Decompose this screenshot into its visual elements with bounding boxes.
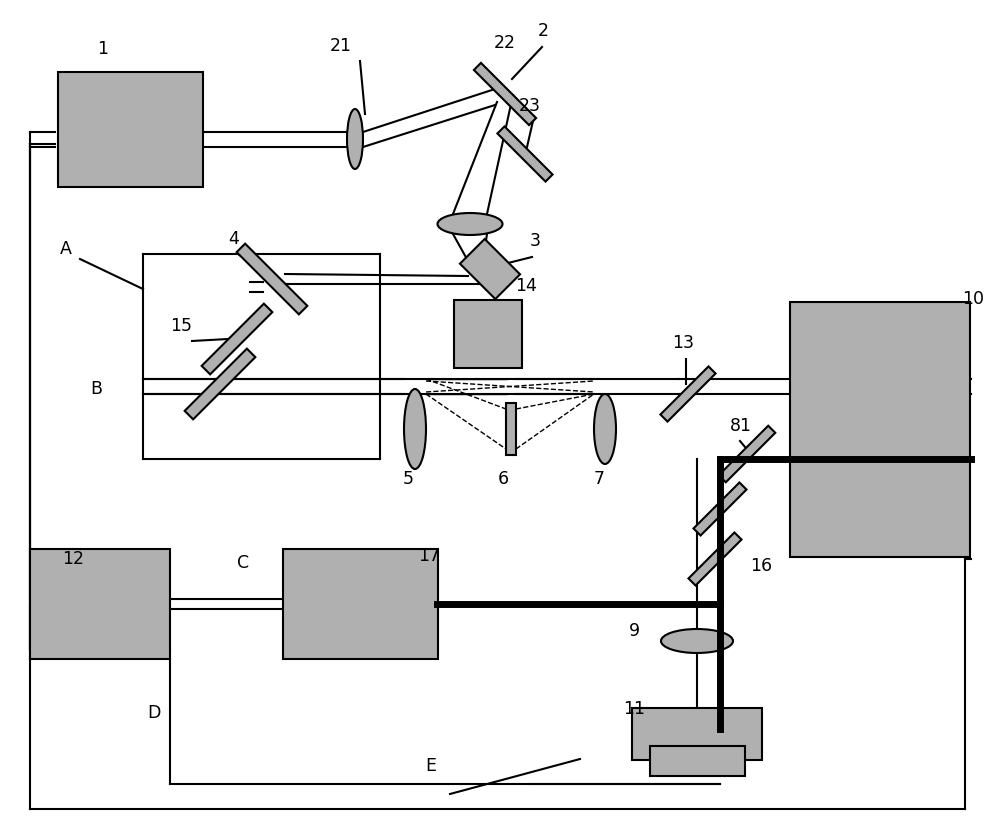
Text: 23: 23 [519,97,541,115]
Text: 13: 13 [672,334,694,352]
Bar [693,483,747,536]
Text: 22: 22 [494,34,516,52]
Ellipse shape [347,110,363,170]
Text: 7: 7 [594,469,605,488]
Bar [497,128,553,182]
Bar [237,244,307,315]
Text: 21: 21 [330,37,352,55]
Text: C: C [237,553,249,571]
Bar [185,349,255,420]
Bar [790,302,970,556]
Text: 16: 16 [750,556,772,575]
Ellipse shape [404,389,426,469]
Bar [58,72,203,187]
Text: 9: 9 [629,621,640,639]
Bar [688,533,742,585]
Text: 5: 5 [403,469,414,488]
Text: 17: 17 [418,546,440,565]
Text: A: A [60,240,72,258]
Text: 1: 1 [97,40,108,58]
Text: 12: 12 [62,549,84,567]
Text: 4: 4 [228,229,239,248]
Bar [283,549,438,659]
Ellipse shape [661,629,733,653]
Ellipse shape [438,214,503,236]
Bar [474,64,536,126]
Bar [202,304,272,375]
Text: 11: 11 [623,699,645,717]
Text: D: D [147,703,160,721]
Bar [650,746,744,776]
Bar [506,403,516,455]
Text: 3: 3 [530,232,541,250]
Bar [660,367,716,422]
Ellipse shape [594,394,616,465]
Text: 6: 6 [498,469,509,488]
Bar [632,708,762,760]
Text: 81: 81 [730,416,752,435]
Bar [30,549,170,659]
Text: E: E [425,756,436,774]
Text: 2: 2 [538,22,549,40]
Text: 10: 10 [962,290,984,308]
Text: B: B [90,379,102,397]
Bar [719,426,775,483]
Bar [460,239,520,300]
Text: 15: 15 [170,316,192,335]
Bar [454,301,522,368]
Text: 14: 14 [515,277,537,295]
